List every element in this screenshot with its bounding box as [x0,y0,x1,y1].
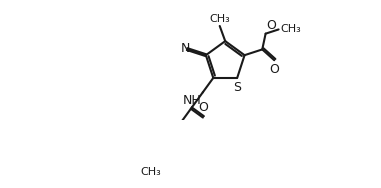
Text: O: O [269,63,279,76]
Text: O: O [198,101,208,114]
Text: NH: NH [183,94,202,107]
Text: O: O [266,19,276,32]
Text: N: N [181,42,190,55]
Text: CH₃: CH₃ [140,167,161,177]
Text: CH₃: CH₃ [209,14,230,24]
Text: S: S [233,81,241,94]
Text: CH₃: CH₃ [280,24,301,34]
